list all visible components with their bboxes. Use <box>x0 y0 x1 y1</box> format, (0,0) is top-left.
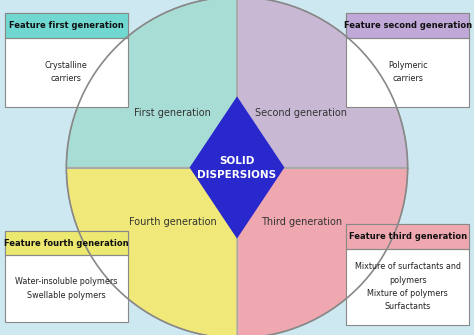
Text: Feature fourth generation: Feature fourth generation <box>4 239 128 248</box>
Text: Second generation: Second generation <box>255 108 347 118</box>
Polygon shape <box>66 168 237 335</box>
Bar <box>346 13 469 38</box>
Text: Polymeric
carriers: Polymeric carriers <box>388 61 428 83</box>
Polygon shape <box>66 0 237 168</box>
Text: Crystalline
carriers: Crystalline carriers <box>45 61 88 83</box>
Polygon shape <box>237 0 408 168</box>
Text: Water-insoluble polymers
Swellable polymers: Water-insoluble polymers Swellable polym… <box>15 277 118 299</box>
Bar <box>5 231 128 255</box>
Bar <box>346 224 469 325</box>
Bar <box>5 231 128 322</box>
Text: First generation: First generation <box>134 108 211 118</box>
Text: Feature third generation: Feature third generation <box>348 232 467 241</box>
Text: Third generation: Third generation <box>261 217 342 227</box>
Text: Fourth generation: Fourth generation <box>129 217 217 227</box>
Text: Feature first generation: Feature first generation <box>9 21 124 30</box>
Bar <box>346 224 469 249</box>
Text: SOLID
DISPERSIONS: SOLID DISPERSIONS <box>198 155 276 180</box>
Bar <box>5 13 128 107</box>
Bar <box>346 13 469 107</box>
Polygon shape <box>190 96 284 239</box>
Text: Feature second generation: Feature second generation <box>344 21 472 30</box>
Polygon shape <box>237 168 408 335</box>
Text: Mixture of surfactants and
polymers
Mixture of polymers
Surfactants: Mixture of surfactants and polymers Mixt… <box>355 262 461 311</box>
Bar <box>5 13 128 38</box>
